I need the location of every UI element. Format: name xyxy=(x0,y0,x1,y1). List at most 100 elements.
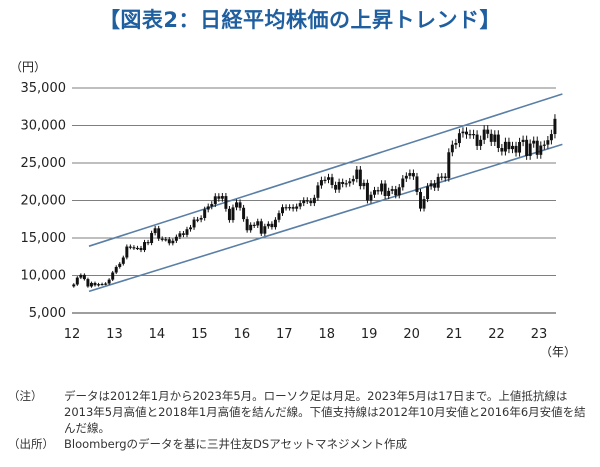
candle-body xyxy=(143,242,147,251)
candle-body xyxy=(344,183,348,185)
candle-body xyxy=(411,173,415,177)
candle-body xyxy=(157,228,161,239)
candle-body xyxy=(89,282,93,287)
candle-body xyxy=(309,201,313,204)
candle-body xyxy=(185,229,189,235)
candle-body xyxy=(539,145,543,155)
candle-body xyxy=(521,139,525,142)
candle-body xyxy=(284,207,288,209)
candle-body xyxy=(493,134,497,142)
x-tick-label: 21 xyxy=(446,327,463,342)
candle-body xyxy=(171,240,175,244)
candle-body xyxy=(121,257,125,264)
candle-body xyxy=(334,184,338,190)
notes: （注） データは2012年1月から2023年5月。ローソク足は月足。2023年5… xyxy=(8,388,596,452)
y-tick-label: 30,000 xyxy=(21,119,67,134)
candle-body xyxy=(249,224,253,231)
candle-body xyxy=(231,207,235,221)
candle-body xyxy=(397,187,401,196)
x-tick-label: 18 xyxy=(318,327,335,342)
y-tick-label: 25,000 xyxy=(21,156,67,171)
candle-body xyxy=(535,140,539,155)
candle-body xyxy=(514,145,518,153)
candle-body xyxy=(496,134,500,148)
candle-body xyxy=(436,176,440,188)
y-tick-label: 10,000 xyxy=(21,269,67,284)
candle-body xyxy=(475,134,479,146)
candle-body xyxy=(174,236,178,241)
note-text: データは2012年1月から2023年5月。ローソク足は月足。2023年5月は17… xyxy=(64,389,586,435)
candle-body xyxy=(75,277,79,285)
candle-body xyxy=(422,199,426,209)
candle-body xyxy=(128,246,132,248)
candle-body xyxy=(118,263,122,267)
candle-body xyxy=(426,186,430,200)
candle-body xyxy=(256,221,260,226)
candle-body xyxy=(288,207,292,209)
x-tick-label: 13 xyxy=(106,327,123,342)
candle-body xyxy=(532,140,536,144)
candle-body xyxy=(507,141,511,150)
candle-body xyxy=(443,176,447,179)
candle-body xyxy=(178,233,182,237)
candle-body xyxy=(472,134,476,136)
x-axis-unit: （年） xyxy=(540,345,577,359)
candle-body xyxy=(461,131,465,134)
candle-body xyxy=(341,181,345,184)
candle-body xyxy=(394,189,398,196)
x-tick-label: 14 xyxy=(149,327,166,342)
candle-body xyxy=(192,219,196,228)
candle-body xyxy=(72,284,76,287)
price-chart: 5,000 10,000 15,000 20,000 25,000 30,000 35,00… xyxy=(21,81,563,342)
candle-body xyxy=(348,181,352,184)
candle-body xyxy=(146,242,150,244)
candle-body xyxy=(245,219,249,231)
candle-body xyxy=(380,183,384,192)
candle-body xyxy=(270,223,274,228)
candle-body xyxy=(97,284,101,286)
lower-support-line xyxy=(88,143,563,293)
source-label: （出所） xyxy=(8,437,54,451)
candle-body xyxy=(107,279,111,284)
candle-body xyxy=(486,129,490,134)
candle-body xyxy=(518,142,522,153)
candle-body xyxy=(337,181,341,190)
candle-body xyxy=(479,139,483,146)
candle-body xyxy=(111,272,115,280)
candle-body xyxy=(252,224,256,226)
candle-body xyxy=(447,152,451,179)
candle-body xyxy=(355,169,359,179)
candle-body xyxy=(553,118,557,135)
candle-body xyxy=(153,228,157,234)
candle-body xyxy=(450,144,454,153)
candle-body xyxy=(401,178,405,188)
candle-body xyxy=(181,233,185,235)
candle-body xyxy=(365,182,369,201)
x-tick-label: 16 xyxy=(234,327,251,342)
x-tick-label: 15 xyxy=(191,327,208,342)
candle-body xyxy=(291,207,295,209)
candle-body xyxy=(220,196,224,199)
candle-body xyxy=(273,219,277,228)
y-tick-label: 35,000 xyxy=(21,81,67,96)
candle-body xyxy=(351,178,355,182)
upper-resistance-line xyxy=(88,93,563,247)
candle-body xyxy=(327,177,330,180)
candle-body xyxy=(206,206,210,210)
candle-body xyxy=(139,247,143,251)
candle-body xyxy=(415,176,419,192)
candle-body xyxy=(135,247,139,250)
candle-body xyxy=(482,129,486,140)
candle-body xyxy=(330,177,334,185)
candle-body xyxy=(525,139,529,156)
source-row: （出所） Bloombergのデータを基に三井住友DSアセットマネジメント作成 xyxy=(8,436,596,452)
candle-body xyxy=(503,141,507,152)
candle-body xyxy=(316,185,320,198)
candle-body xyxy=(238,202,242,208)
candle-body xyxy=(454,143,458,145)
x-tick-label: 20 xyxy=(403,327,420,342)
candle-body xyxy=(376,190,380,192)
candle-body xyxy=(305,200,309,202)
candle-body xyxy=(429,183,433,187)
candle-body xyxy=(440,176,444,178)
